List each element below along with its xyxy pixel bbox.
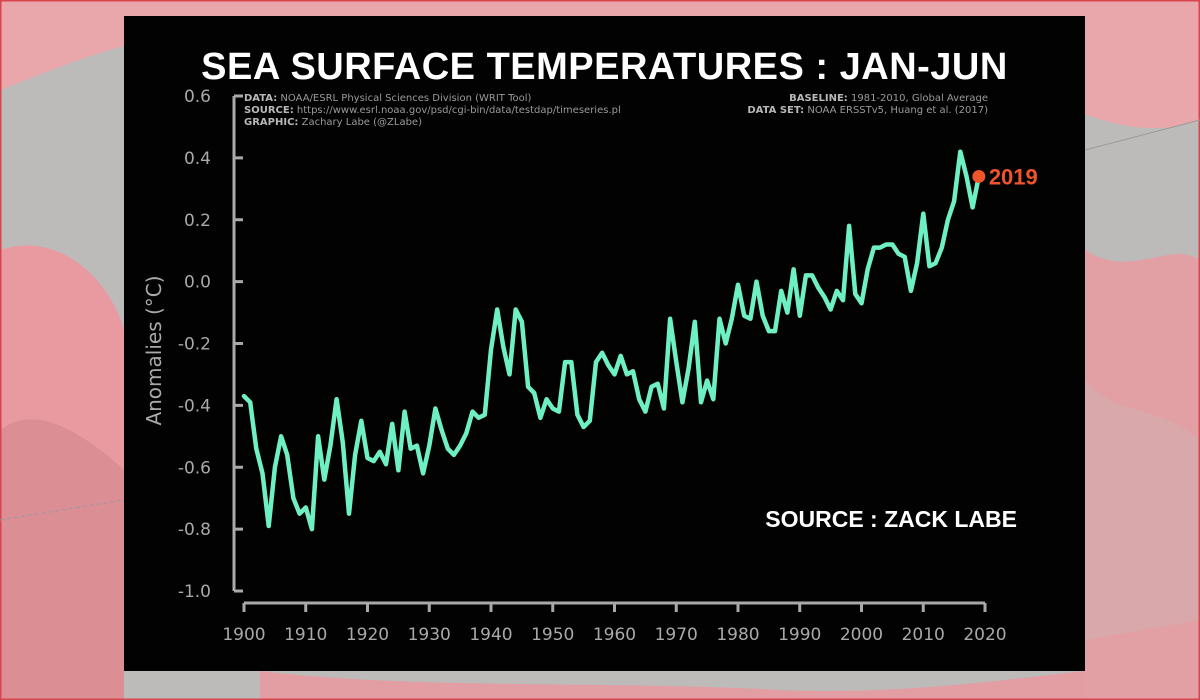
metadata-right: BASELINE: 1981-2010, Global Average DATA… [747,93,988,117]
axes: -1.0 -0.8 -0.6 -0.4 -0.2 0.0 0.2 0.4 0.6 1900 1910… [178,87,1007,645]
metadata-left: DATA: NOAA/ESRL Physical Sciences Divisi… [244,93,621,129]
x-tick-label: 1970 [655,625,698,645]
x-tick-label: 1920 [346,625,389,645]
x-tick-label: 2020 [963,625,1006,645]
y-tick-label: -0.8 [178,520,211,540]
metadata-data-line: DATA: NOAA/ESRL Physical Sciences Divisi… [244,93,532,104]
x-tick-label: 2010 [902,625,945,645]
series-line [241,149,982,532]
x-tick-label: 1910 [284,625,327,645]
x-tick-label: 1940 [469,625,512,645]
source-note: SOURCE : ZACK LABE [765,506,1017,532]
y-tick-label: 0.6 [184,87,211,107]
line-chart: -1.0 -0.8 -0.6 -0.4 -0.2 0.0 0.2 0.4 0.6 1900 1910… [142,87,1038,645]
y-tick-label: 0.2 [184,211,211,231]
x-tick-label: 1960 [593,625,636,645]
highlight-point [972,169,986,183]
series-layer: 2019 [241,149,1038,532]
x-tick-label: 1980 [716,625,759,645]
metadata-graphic-line: GRAPHIC: Zachary Labe (@ZLabe) [244,117,422,128]
metadata-baseline-line: BASELINE: 1981-2010, Global Average [789,93,988,104]
y-tick-label: -0.6 [178,458,211,478]
y-tick-label: 0.0 [184,273,211,293]
chart-panel: SEA SURFACE TEMPERATURES : JAN-JUN DATA:… [124,16,1085,671]
x-tick-label: 1900 [222,625,265,645]
y-tick-label: -1.0 [178,582,211,602]
y-tick-label: 0.4 [184,149,211,169]
x-tick-label: 1950 [531,625,574,645]
x-tick-label: 1930 [408,625,451,645]
metadata-dataset-line: DATA SET: NOAA ERSSTv5, Huang et al. (20… [747,105,988,116]
y-tick-label: -0.4 [178,396,211,416]
metadata-source-line: SOURCE: https://www.esrl.noaa.gov/psd/cg… [244,105,621,116]
x-tick-label: 2000 [840,625,883,645]
x-tick-label: 1990 [778,625,821,645]
highlight-label: 2019 [989,164,1038,189]
y-axis-label: Anomalies (°C) [142,275,166,425]
y-tick-label: -0.2 [178,335,211,355]
chart-title: SEA SURFACE TEMPERATURES : JAN-JUN [201,46,1008,88]
